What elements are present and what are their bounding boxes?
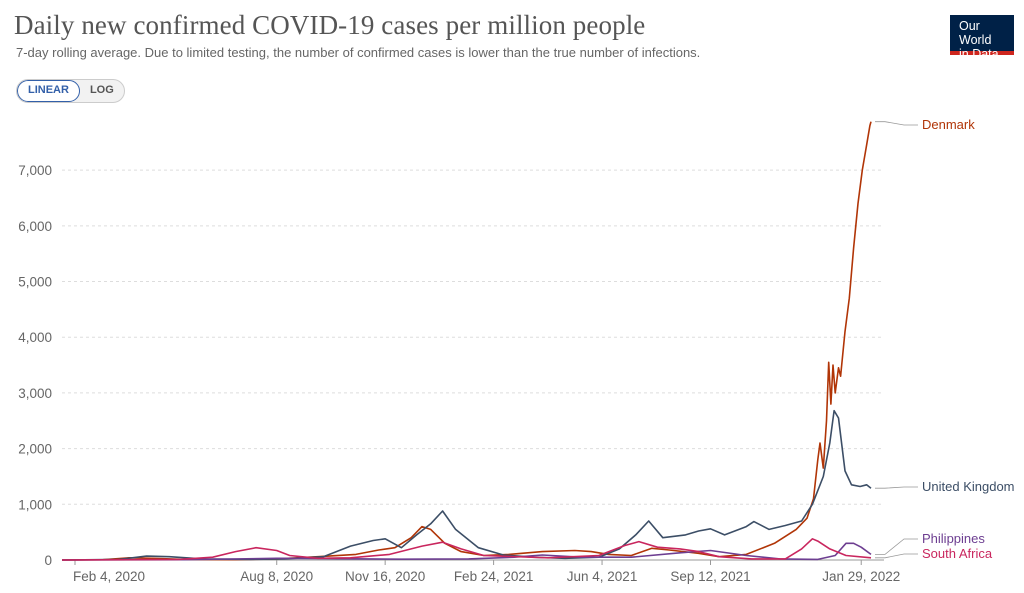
chart-subtitle: 7-day rolling average. Due to limited te… <box>16 45 701 60</box>
x-tick-label: Jan 29, 2022 <box>822 569 900 584</box>
label-connector <box>874 486 918 489</box>
logo-line-1: Our World <box>959 19 992 47</box>
y-tick-label: 3,000 <box>18 386 52 401</box>
x-tick-label: Aug 8, 2020 <box>240 569 313 584</box>
x-tick-label: Feb 24, 2021 <box>454 569 534 584</box>
owid-logo[interactable]: Our World in Data <box>950 15 1014 61</box>
y-tick-label: 4,000 <box>18 330 52 345</box>
series-label-philippines[interactable]: Philippines <box>922 531 985 546</box>
log-scale-button[interactable]: LOG <box>89 84 114 96</box>
series-line-united-kingdom[interactable] <box>61 409 872 561</box>
y-tick-label: 7,000 <box>18 163 52 178</box>
series-line-denmark[interactable] <box>61 121 872 561</box>
label-connector <box>874 538 918 555</box>
label-connector <box>874 121 918 126</box>
chart-title: Daily new confirmed COVID-19 cases per m… <box>14 10 646 40</box>
y-tick-label: 0 <box>44 553 52 568</box>
y-tick-label: 2,000 <box>18 442 52 457</box>
x-tick-label: Sep 12, 2021 <box>670 569 750 584</box>
series-label-united-kingdom[interactable]: United Kingdom <box>922 479 1015 494</box>
x-tick-label: Nov 16, 2020 <box>345 569 425 584</box>
series-line-south-africa[interactable] <box>61 538 872 561</box>
y-tick-label: 5,000 <box>18 275 52 290</box>
y-tick-label: 6,000 <box>18 219 52 234</box>
series-label-denmark[interactable]: Denmark <box>922 117 975 132</box>
x-tick-label: Jun 4, 2021 <box>567 569 638 584</box>
series-label-south-africa[interactable]: South Africa <box>922 546 993 561</box>
y-axis-ticks: 0 1,000 2,000 3,000 4,000 5,000 6,000 7,000 <box>18 163 52 568</box>
logo-line-2: in Data <box>959 47 999 61</box>
gridlines <box>62 169 884 561</box>
x-tick-label: Feb 4, 2020 <box>73 569 145 584</box>
y-tick-label: 1,000 <box>18 497 52 512</box>
scale-toggle[interactable]: LINEAR LOG <box>16 79 125 103</box>
linear-scale-button[interactable]: LINEAR <box>17 80 80 102</box>
series-lines <box>61 121 872 561</box>
x-axis-ticks: Feb 4, 2020 Aug 8, 2020 Nov 16, 2020 Feb 24… <box>73 560 900 584</box>
label-connector <box>874 553 918 559</box>
